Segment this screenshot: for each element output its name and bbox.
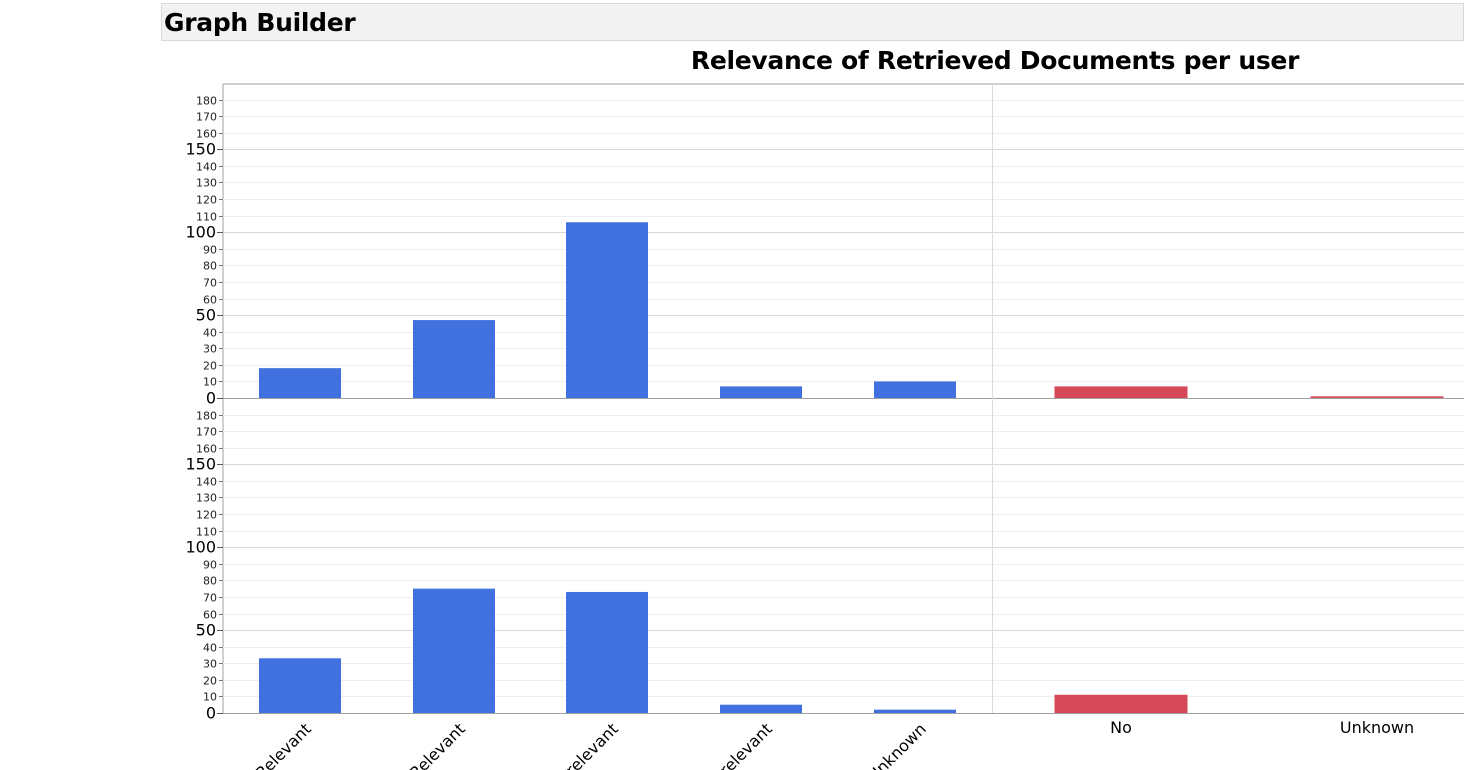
y-tick-label: 30 xyxy=(203,658,217,671)
x-category-label: Relevant xyxy=(406,719,469,770)
y-tick-label: 20 xyxy=(203,360,217,373)
y-tick-label: 80 xyxy=(203,260,217,273)
x-category-label: Unknown xyxy=(1340,718,1414,737)
y-tick-label: 60 xyxy=(203,294,217,307)
y-tick-label: 40 xyxy=(203,642,217,655)
y-tick-label: 90 xyxy=(203,559,217,572)
y-tick-label: 170 xyxy=(196,426,217,439)
bar xyxy=(874,709,956,713)
x-category-label: Irrelevant xyxy=(708,719,776,770)
bar xyxy=(566,591,648,713)
y-tick-label-major: 100 xyxy=(185,223,216,242)
y-tick-label: 40 xyxy=(203,327,217,340)
y-tick-label: 10 xyxy=(203,376,217,389)
x-category-label: Unknown xyxy=(864,719,930,770)
y-tick-label-major: 100 xyxy=(185,538,216,557)
x-category-label: No xyxy=(1110,718,1132,737)
y-tick-label: 160 xyxy=(196,128,217,141)
y-tick-label: 20 xyxy=(203,675,217,688)
y-tick-label: 30 xyxy=(203,343,217,356)
y-tick-label: 130 xyxy=(196,177,217,190)
y-tick-label: 180 xyxy=(196,410,217,423)
y-tick-label-major: 0 xyxy=(206,389,216,408)
y-tick-label: 10 xyxy=(203,691,217,704)
bar xyxy=(1054,694,1188,713)
bar xyxy=(259,658,341,713)
y-tick-label: 90 xyxy=(203,244,217,257)
bar xyxy=(1310,396,1444,398)
x-category-label: Relevant xyxy=(252,719,315,770)
bar xyxy=(413,588,495,713)
bar xyxy=(259,368,341,398)
y-tick-label-major: 0 xyxy=(206,704,216,723)
y-tick-label: 170 xyxy=(196,111,217,124)
y-tick-label: 120 xyxy=(196,194,217,207)
bar xyxy=(874,381,956,398)
graph-builder-header: Graph Builder xyxy=(161,3,1464,41)
y-tick-label: 70 xyxy=(203,592,217,605)
y-tick-label: 160 xyxy=(196,443,217,456)
y-tick-label: 130 xyxy=(196,492,217,505)
y-tick-label: 110 xyxy=(196,211,217,224)
chart-title: Relevance of Retrieved Documents per use… xyxy=(690,46,1300,75)
y-tick-label-major: 50 xyxy=(196,306,216,325)
y-tick-label: 60 xyxy=(203,609,217,622)
bar xyxy=(720,386,802,398)
y-tick-label-major: 50 xyxy=(196,621,216,640)
y-tick-label-major: 150 xyxy=(185,140,216,159)
y-tick-label: 140 xyxy=(196,161,217,174)
y-tick-label: 180 xyxy=(196,95,217,108)
x-category-label: relevant xyxy=(562,719,622,770)
bar xyxy=(413,320,495,398)
y-tick-label: 70 xyxy=(203,277,217,290)
y-tick-label: 140 xyxy=(196,476,217,489)
y-tick-label: 120 xyxy=(196,509,217,522)
y-tick-label: 110 xyxy=(196,526,217,539)
y-tick-label: 80 xyxy=(203,575,217,588)
bar xyxy=(566,222,648,398)
bar xyxy=(720,704,802,713)
bar xyxy=(1054,386,1188,398)
y-tick-label-major: 150 xyxy=(185,455,216,474)
graph-builder-title: Graph Builder xyxy=(164,8,356,37)
